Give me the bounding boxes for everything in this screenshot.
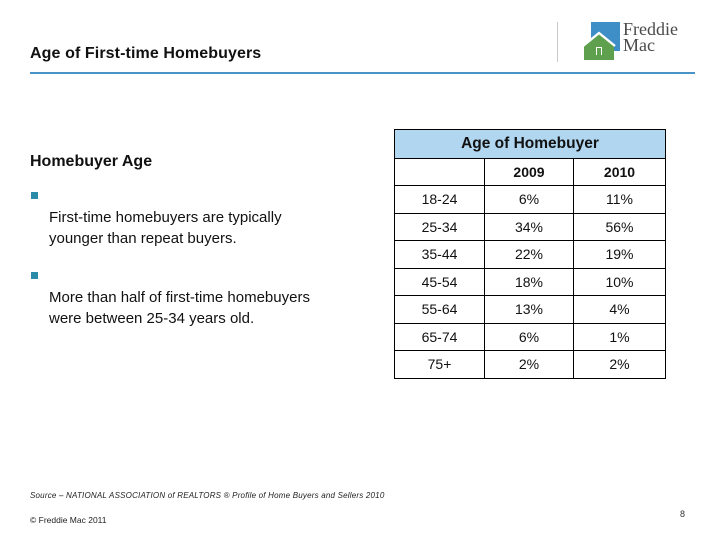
value-cell: 19% [572, 240, 667, 269]
age-range-cell: 45-54 [394, 267, 485, 296]
bullet-item: First-time homebuyers are typically youn… [30, 186, 385, 249]
copyright-note: © Freddie Mac 2011 [30, 515, 107, 525]
title-underline [30, 72, 695, 74]
logo-line2: Mac [623, 35, 655, 55]
bullet-text: First-time homebuyers are typically youn… [49, 209, 282, 247]
table-column-header-row: 2009 2010 [394, 158, 667, 186]
value-cell: 22% [484, 240, 574, 269]
column-header-2009: 2009 [484, 158, 574, 186]
table-title: Age of Homebuyer [393, 129, 667, 159]
section-heading: Homebuyer Age [30, 153, 153, 170]
value-cell: 10% [572, 267, 667, 296]
table-row: 45-54 18% 10% [394, 267, 667, 296]
table-row: 55-64 13% 4% [394, 295, 667, 324]
bullet-list: First-time homebuyers are typically youn… [30, 186, 385, 346]
table-row: 65-74 6% 1% [394, 322, 667, 351]
age-range-cell: 18-24 [394, 185, 485, 214]
logo-line1: Freddie [623, 19, 678, 39]
age-range-cell: 35-44 [394, 240, 485, 269]
value-cell: 18% [484, 267, 574, 296]
square-bullet-icon [31, 192, 38, 199]
age-range-cell: 55-64 [394, 295, 485, 324]
value-cell: 2% [484, 350, 574, 379]
freddie-mac-house-icon [582, 22, 620, 60]
age-range-cell: 65-74 [394, 322, 485, 351]
slide-title: Age of First-time Homebuyers [30, 45, 262, 62]
square-bullet-icon [31, 272, 38, 279]
bullet-text: More than half of first-time homebuyers … [49, 289, 310, 327]
column-header-2010: 2010 [572, 158, 667, 186]
column-header-blank [394, 158, 485, 186]
logo-wordmark: Freddie Mac [623, 19, 678, 55]
age-of-homebuyer-table: Age of Homebuyer 2009 2010 18-24 6% 11% 25-… [393, 129, 667, 379]
source-note: Source – NATIONAL ASSOCIATION of REALTOR… [30, 491, 385, 500]
table-body: 18-24 6% 11% 25-34 34% 56% 35-44 22% 19% 45-54 18%… [394, 185, 667, 379]
freddie-mac-logo: Freddie Mac [582, 20, 712, 66]
value-cell: 1% [572, 322, 667, 351]
value-cell: 6% [484, 322, 574, 351]
value-cell: 4% [572, 295, 667, 324]
value-cell: 56% [572, 212, 667, 241]
table-row: 35-44 22% 19% [394, 240, 667, 269]
age-range-cell: 25-34 [394, 212, 485, 241]
value-cell: 13% [484, 295, 574, 324]
value-cell: 2% [572, 350, 667, 379]
value-cell: 34% [484, 212, 574, 241]
value-cell: 11% [572, 185, 667, 214]
table-title-row: Age of Homebuyer [393, 129, 667, 159]
table-row: 75+ 2% 2% [394, 350, 667, 379]
table-row: 25-34 34% 56% [394, 212, 667, 241]
value-cell: 6% [484, 185, 574, 214]
age-range-cell: 75+ [394, 350, 485, 379]
bullet-item: More than half of first-time homebuyers … [30, 266, 385, 329]
table-row: 18-24 6% 11% [394, 185, 667, 214]
logo-divider [557, 22, 558, 62]
page-number: 8 [680, 509, 686, 519]
